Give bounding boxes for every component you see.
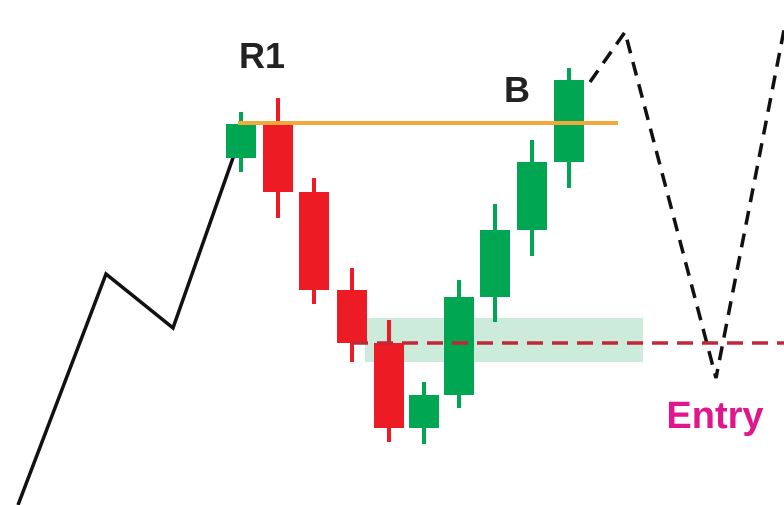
entry-label: Entry bbox=[666, 395, 763, 437]
candle-body bbox=[226, 124, 256, 158]
b-label: B bbox=[504, 69, 530, 110]
price-path bbox=[16, 137, 242, 505]
candle-body bbox=[337, 290, 367, 343]
r1-label: R1 bbox=[239, 35, 285, 76]
candle-body bbox=[263, 124, 293, 192]
candle-body bbox=[480, 230, 510, 297]
candle-body bbox=[299, 192, 329, 290]
candle-body bbox=[409, 395, 439, 428]
candle-body bbox=[444, 297, 474, 395]
candles bbox=[226, 68, 584, 444]
candle-body bbox=[374, 343, 404, 428]
demand-zone bbox=[365, 318, 643, 362]
projected-path bbox=[588, 27, 784, 379]
candle-body bbox=[517, 162, 547, 230]
